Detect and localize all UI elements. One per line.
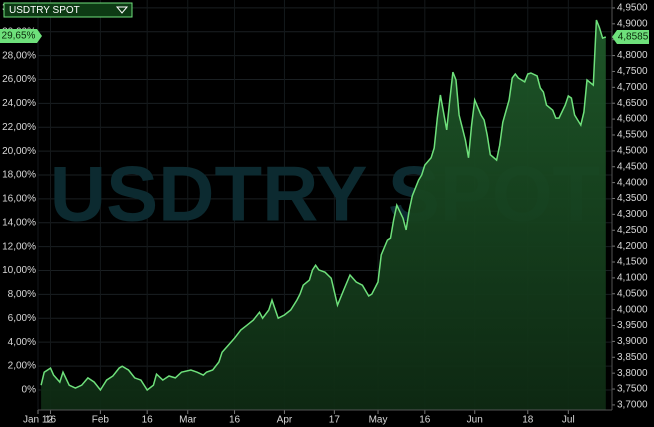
instrument-selector[interactable]: USDTRY SPOT	[3, 2, 133, 18]
plot	[40, 19, 607, 410]
x-tick-label: Jan 12	[23, 415, 53, 426]
current-value-tag	[0, 28, 42, 43]
y2-tick-label: 4,3000	[617, 209, 648, 220]
y2-tick-label: 3,9000	[617, 336, 648, 347]
y2-tick-label: 3,7000	[617, 400, 648, 411]
y-tick-label: 22,00%	[2, 122, 36, 133]
y-tick-label: 20,00%	[2, 146, 36, 157]
area-fill	[41, 20, 606, 410]
y2-tick-label: 4,8000	[617, 50, 648, 61]
instrument-label[interactable]: USDTRY SPOT	[9, 5, 80, 16]
y2-tick-label: 4,3500	[617, 193, 648, 204]
y2-tick-label: 4,6500	[617, 98, 648, 109]
y-tick-label: 4,00%	[8, 337, 36, 348]
x-tick-label: 16	[45, 415, 57, 426]
y-tick-label: 6,00%	[8, 313, 36, 324]
x-tick-label: Apr	[277, 415, 293, 426]
y2-tick-label: 4,4000	[617, 177, 648, 188]
y2-tick-label: 3,7500	[617, 384, 648, 395]
y2-tick-label: 4,1000	[617, 273, 648, 284]
y2-tick-label: 3,9500	[617, 320, 648, 331]
y2-tick-label: 4,4500	[617, 161, 648, 172]
x-tick-label: 17	[329, 415, 341, 426]
y-tick-label: 8,00%	[8, 289, 36, 300]
y-tick-label: 16,00%	[2, 194, 36, 205]
current-value-label: 4,8585	[618, 32, 649, 43]
y2-tick-label: 4,9000	[617, 18, 648, 29]
y2-tick-label: 4,2000	[617, 241, 648, 252]
y2-tick-label: 3,8500	[617, 352, 648, 363]
y-tick-label: 14,00%	[2, 217, 36, 228]
y-tick-label: 26,00%	[2, 74, 36, 85]
y-tick-label: 0%	[22, 385, 37, 396]
x-tick-label: 16	[419, 415, 431, 426]
x-tick-label: Jun	[467, 415, 483, 426]
y2-tick-label: 4,0000	[617, 304, 648, 315]
x-tick-label: 18	[522, 415, 534, 426]
x-tick-label: Jul	[562, 415, 575, 426]
x-tick-label: 16	[229, 415, 241, 426]
y-tick-label: 28,00%	[2, 50, 36, 61]
y-tick-label: 24,00%	[2, 98, 36, 109]
x-tick-label: Feb	[92, 415, 110, 426]
y2-tick-label: 4,1500	[617, 257, 648, 268]
x-tick-label: Mar	[179, 415, 197, 426]
y2-tick-label: 4,6000	[617, 114, 648, 125]
y-tick-label: 18,00%	[2, 170, 36, 181]
y2-tick-label: 4,7000	[617, 82, 648, 93]
y2-tick-label: 4,9500	[617, 3, 648, 14]
selector-box[interactable]	[3, 2, 133, 18]
y-tick-label: 10,00%	[2, 265, 36, 276]
current-value-tag	[612, 29, 649, 44]
x-tick-label: 16	[142, 415, 154, 426]
y2-tick-label: 4,7500	[617, 66, 648, 77]
y2-tick-label: 4,5500	[617, 130, 648, 141]
y2-tick-label: 4,2500	[617, 225, 648, 236]
x-tick-label: May	[369, 415, 388, 426]
y2-tick-label: 3,8000	[617, 368, 648, 379]
dropdown-arrow[interactable]	[115, 6, 129, 14]
series-line	[40, 19, 607, 392]
y-tick-label: 2,00%	[8, 361, 36, 372]
y-tick-label: 12,00%	[2, 241, 36, 252]
y2-tick-label: 4,5000	[617, 145, 648, 156]
current-value-label: 29,65%	[2, 31, 36, 42]
y2-tick-label: 4,0500	[617, 288, 648, 299]
